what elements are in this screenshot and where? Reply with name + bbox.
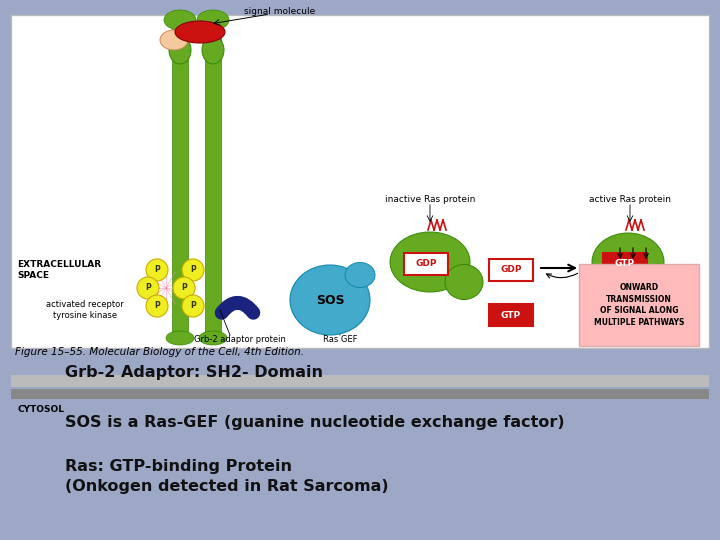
Bar xyxy=(11,389,709,399)
Text: (Onkogen detected in Rat Sarcoma): (Onkogen detected in Rat Sarcoma) xyxy=(65,478,389,494)
Text: Ras: GTP-binding Protein: Ras: GTP-binding Protein xyxy=(65,458,292,474)
Circle shape xyxy=(173,277,195,299)
Bar xyxy=(172,20,188,340)
Text: signal molecule: signal molecule xyxy=(244,8,315,17)
Text: activated receptor
tyrosine kinase: activated receptor tyrosine kinase xyxy=(46,300,124,320)
Ellipse shape xyxy=(160,30,188,50)
FancyArrowPatch shape xyxy=(222,303,253,313)
Text: SOS: SOS xyxy=(315,294,344,307)
Text: EXTRACELLULAR
SPACE: EXTRACELLULAR SPACE xyxy=(17,260,101,280)
Text: P: P xyxy=(190,266,196,274)
FancyBboxPatch shape xyxy=(489,304,533,326)
Ellipse shape xyxy=(175,21,225,43)
Ellipse shape xyxy=(202,36,224,64)
Text: P: P xyxy=(181,284,187,293)
Ellipse shape xyxy=(390,232,470,292)
Circle shape xyxy=(182,295,204,317)
FancyBboxPatch shape xyxy=(603,253,647,275)
Text: Ras GEF: Ras GEF xyxy=(323,335,357,344)
Ellipse shape xyxy=(199,331,227,345)
Text: P: P xyxy=(190,301,196,310)
Text: Figure 15–55. Molecular Biology of the Cell, 4th Edition.: Figure 15–55. Molecular Biology of the C… xyxy=(15,347,304,357)
Text: GDP: GDP xyxy=(500,266,522,274)
Bar xyxy=(205,20,221,340)
Ellipse shape xyxy=(445,265,483,300)
Ellipse shape xyxy=(166,331,194,345)
Bar xyxy=(11,15,709,348)
Text: P: P xyxy=(145,284,151,293)
Text: ONWARD
TRANSMISSION
OF SIGNAL ALONG
MULTIPLE PATHWAYS: ONWARD TRANSMISSION OF SIGNAL ALONG MULT… xyxy=(594,283,684,327)
Text: CYTOSOL: CYTOSOL xyxy=(17,406,64,415)
Text: P: P xyxy=(154,301,160,310)
Ellipse shape xyxy=(197,10,229,30)
Ellipse shape xyxy=(641,264,675,296)
Text: GTP: GTP xyxy=(615,260,635,268)
Text: P: P xyxy=(154,266,160,274)
FancyBboxPatch shape xyxy=(489,259,533,281)
Text: GDP: GDP xyxy=(415,260,437,268)
Ellipse shape xyxy=(169,36,191,64)
Circle shape xyxy=(182,259,204,281)
Bar xyxy=(11,375,709,387)
Text: inactive Ras protein: inactive Ras protein xyxy=(384,195,475,205)
Text: active Ras protein: active Ras protein xyxy=(589,195,671,205)
Circle shape xyxy=(137,277,159,299)
FancyBboxPatch shape xyxy=(579,264,699,346)
Ellipse shape xyxy=(290,265,370,335)
Ellipse shape xyxy=(592,233,664,291)
Circle shape xyxy=(146,259,168,281)
Ellipse shape xyxy=(164,10,196,30)
FancyBboxPatch shape xyxy=(404,253,448,275)
Text: Grb-2 Adaptor: SH2- Domain: Grb-2 Adaptor: SH2- Domain xyxy=(65,364,323,380)
Text: SOS is a Ras-GEF (guanine nucleotide exchange factor): SOS is a Ras-GEF (guanine nucleotide exc… xyxy=(65,415,564,429)
Text: GTP: GTP xyxy=(501,310,521,320)
Ellipse shape xyxy=(345,262,375,287)
Text: Grb-2 adaptor protein: Grb-2 adaptor protein xyxy=(194,335,286,344)
Circle shape xyxy=(146,295,168,317)
